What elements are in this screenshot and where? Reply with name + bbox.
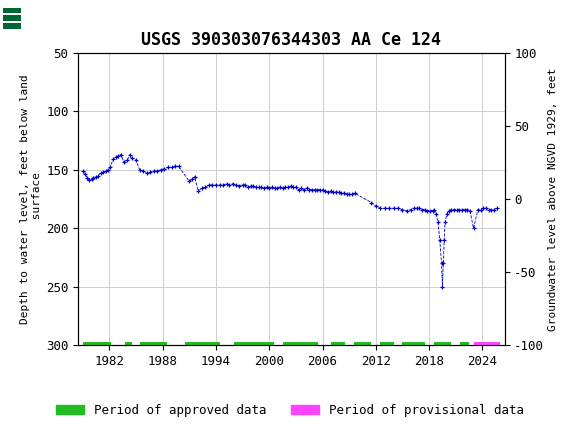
Bar (380, 342, 394, 347)
Bar (185, 342, 220, 347)
Bar (473, 342, 500, 347)
Bar (3, 15, 21, 21)
Bar (83, 342, 111, 347)
Bar (403, 342, 425, 347)
Bar (282, 342, 318, 347)
Bar (140, 342, 167, 347)
Legend: Period of approved data, Period of provisional data: Period of approved data, Period of provi… (51, 399, 529, 421)
Bar (460, 342, 469, 347)
Y-axis label: Depth to water level, feet below land
 surface: Depth to water level, feet below land su… (20, 74, 42, 324)
Bar (354, 342, 371, 347)
Bar (433, 342, 451, 347)
Text: USGS: USGS (49, 10, 104, 28)
Bar (3, 23, 21, 28)
Bar (125, 342, 132, 347)
Y-axis label: Groundwater level above NGVD 1929, feet: Groundwater level above NGVD 1929, feet (549, 68, 559, 331)
Title: USGS 390303076344303 AA Ce 124: USGS 390303076344303 AA Ce 124 (142, 31, 441, 49)
Bar (234, 342, 274, 347)
Bar (3, 8, 21, 13)
Bar (331, 342, 345, 347)
Bar (3, 3, 43, 35)
